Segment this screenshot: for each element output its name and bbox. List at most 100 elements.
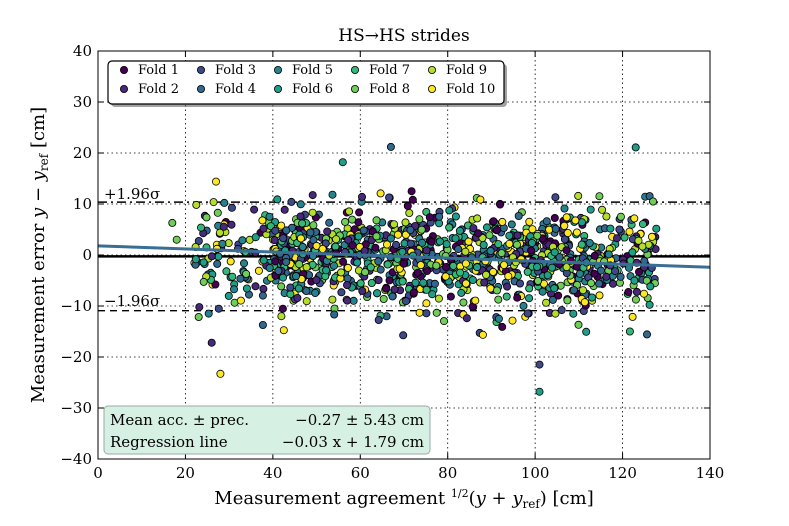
data-point xyxy=(451,234,460,243)
data-point xyxy=(229,285,238,294)
data-point xyxy=(486,246,495,255)
data-point xyxy=(308,191,317,200)
data-point xyxy=(585,238,594,247)
data-point xyxy=(535,360,544,369)
data-point xyxy=(242,284,251,293)
data-point xyxy=(445,206,454,215)
x-tick-label: 140 xyxy=(696,464,725,482)
upper-limit-label: +1.96σ xyxy=(104,185,160,203)
data-point xyxy=(204,309,213,318)
data-point xyxy=(631,295,640,304)
data-point xyxy=(464,237,473,246)
x-tick-label: 0 xyxy=(93,464,103,482)
data-point xyxy=(388,292,397,301)
data-point xyxy=(642,276,651,285)
data-point xyxy=(291,272,300,281)
data-point xyxy=(222,267,231,276)
data-point xyxy=(442,240,451,249)
data-point xyxy=(393,230,402,239)
data-point xyxy=(454,245,463,254)
data-point xyxy=(586,205,595,214)
data-point xyxy=(620,233,629,242)
data-point xyxy=(239,259,248,268)
y-tick-label: 40 xyxy=(73,42,92,60)
data-point xyxy=(528,225,537,234)
lower-limit-label: −1.96σ xyxy=(104,292,160,310)
data-point xyxy=(649,197,658,206)
legend-marker xyxy=(350,85,359,94)
data-point xyxy=(213,208,222,217)
data-point xyxy=(571,216,580,225)
data-point xyxy=(251,282,260,291)
data-point xyxy=(308,208,317,217)
data-point xyxy=(207,338,216,347)
data-point xyxy=(385,276,394,285)
data-point xyxy=(202,213,211,222)
summary-box: Mean acc. ± prec. −0.27 ± 5.43 cm Regres… xyxy=(103,405,431,455)
y-tick-label: −20 xyxy=(60,348,92,366)
data-point xyxy=(462,314,471,323)
data-point xyxy=(408,195,417,204)
data-point xyxy=(580,298,589,307)
data-point xyxy=(293,293,302,302)
data-point xyxy=(550,284,559,293)
data-point xyxy=(577,218,586,227)
data-point xyxy=(407,187,416,196)
data-point xyxy=(399,331,408,340)
data-point xyxy=(577,240,586,249)
data-point xyxy=(523,267,532,276)
legend-label: Fold 3 xyxy=(215,63,256,78)
data-point xyxy=(345,207,354,216)
data-point xyxy=(597,266,606,275)
data-point xyxy=(318,244,327,253)
data-point xyxy=(582,327,591,336)
legend-label: Fold 1 xyxy=(138,63,179,78)
data-point xyxy=(551,193,560,202)
data-point xyxy=(398,247,407,256)
data-point xyxy=(425,213,434,222)
data-point xyxy=(628,248,637,257)
data-point xyxy=(406,225,415,234)
data-point xyxy=(199,258,208,267)
data-point xyxy=(383,260,392,269)
data-point xyxy=(542,298,551,307)
data-point xyxy=(630,214,639,223)
data-point xyxy=(498,322,507,331)
data-point xyxy=(359,226,368,235)
data-point xyxy=(616,272,625,281)
data-point xyxy=(574,191,583,200)
data-point xyxy=(461,259,470,268)
data-point xyxy=(499,260,508,269)
data-point xyxy=(277,221,286,230)
data-point xyxy=(590,251,599,260)
data-point xyxy=(542,217,551,226)
data-point xyxy=(535,387,544,396)
data-point xyxy=(228,272,237,281)
data-point xyxy=(342,281,351,290)
data-point xyxy=(422,246,431,255)
data-point xyxy=(579,286,588,295)
data-point xyxy=(357,192,366,201)
data-point xyxy=(192,200,201,209)
data-point xyxy=(543,271,552,280)
data-point xyxy=(449,261,458,270)
data-point xyxy=(294,284,303,293)
data-point xyxy=(527,246,536,255)
data-point xyxy=(494,240,503,249)
data-point xyxy=(227,220,236,229)
legend-label: Fold 5 xyxy=(292,63,333,78)
data-point xyxy=(435,237,444,246)
data-point xyxy=(265,212,274,221)
data-point xyxy=(494,295,503,304)
data-point xyxy=(236,296,245,305)
data-point xyxy=(282,226,291,235)
data-point xyxy=(427,237,436,246)
data-point xyxy=(435,219,444,228)
data-point xyxy=(419,278,428,287)
data-point xyxy=(325,218,334,227)
data-point xyxy=(575,269,584,278)
data-point xyxy=(332,235,341,244)
data-point xyxy=(355,208,364,217)
data-point xyxy=(376,265,385,274)
data-point xyxy=(451,212,460,221)
